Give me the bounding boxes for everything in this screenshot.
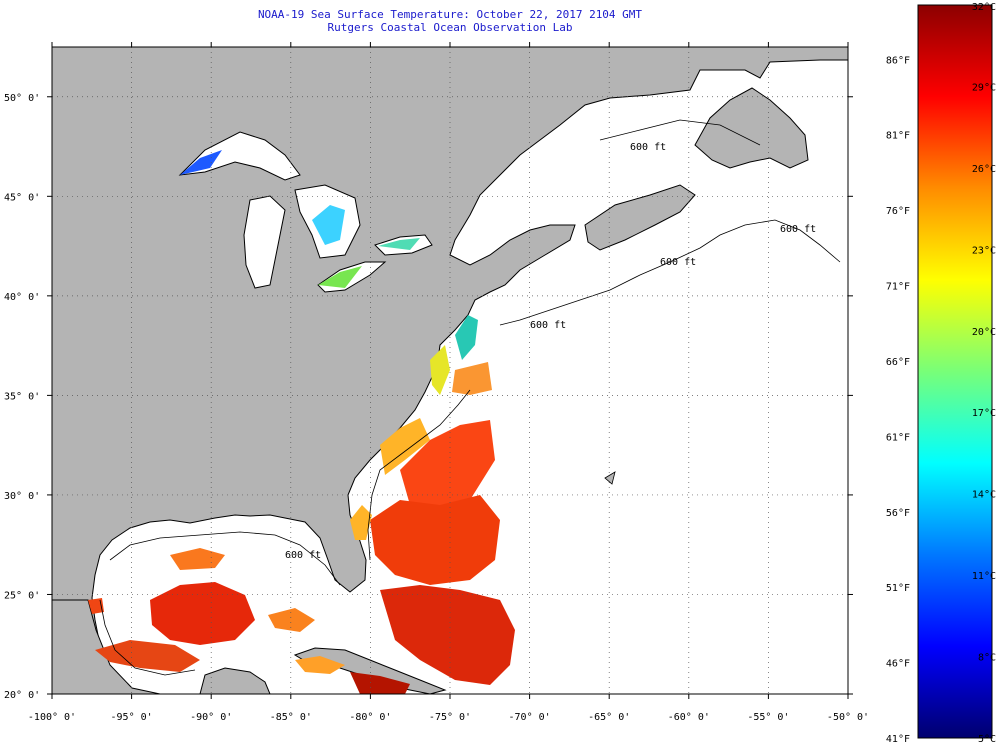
sst-gulf-south [95, 640, 200, 672]
colorbar-fahrenheit-label: 71°F [886, 282, 910, 293]
longitude-axis-labels: -100° 0' -95° 0' -90° 0' -85° 0' -80° 0' -75°… [28, 712, 869, 723]
sst-lake-erie [318, 266, 362, 288]
x-tick-label: -90° 0' [190, 712, 232, 723]
colorbar-celsius-label: 17°C [972, 408, 996, 419]
colorbar-celsius-labels: 32°C 29°C 26°C 23°C 20°C 17°C 14°C 11°C 8°C 5°C [972, 2, 996, 745]
colorbar-fahrenheit-label: 46°F [886, 659, 910, 670]
x-tick-label: -70° 0' [509, 712, 551, 723]
x-tick-label: -75° 0' [429, 712, 471, 723]
sst-bahamas [380, 585, 515, 685]
colorbar-celsius-label: 8°C [978, 653, 996, 664]
island-sable [604, 471, 616, 485]
colorbar-fahrenheit-label: 56°F [886, 508, 910, 519]
sst-gulf-north [170, 548, 225, 570]
contour-label: 600 ft [660, 257, 696, 268]
colorbar-celsius-label: 5°C [978, 734, 996, 745]
sst-caribbean-north [350, 672, 410, 694]
sst-chesapeake [430, 345, 450, 395]
colorbar-fahrenheit-label: 61°F [886, 432, 910, 443]
contour-600ft-gulf [109, 531, 341, 586]
y-tick-label: 50° 0' [4, 93, 40, 104]
map-area: 600 ft 600 ft 600 ft 600 ft 600 ft [52, 47, 848, 694]
depth-contours [99, 119, 841, 676]
sst-lake-superior-west [180, 150, 222, 175]
sst-lake-huron [312, 205, 345, 245]
x-tick-label: -65° 0' [588, 712, 630, 723]
contour-600ft-gulf-south [99, 599, 196, 676]
colorbar-fahrenheit-label: 76°F [886, 206, 910, 217]
sst-data-overlay [88, 150, 515, 694]
land-mexico [52, 599, 161, 694]
colorbar-celsius-label: 14°C [972, 490, 996, 501]
contour-600ft-labrador [599, 119, 761, 146]
y-tick-label: 35° 0' [4, 391, 40, 402]
colorbar-fahrenheit-labels: 86°F 81°F 76°F 71°F 66°F 61°F 56°F 51°F 46°F 41°F [886, 55, 910, 745]
colorbar-celsius-label: 23°C [972, 245, 996, 256]
latitude-axis-labels: 20° 0' 25° 0' 30° 0' 35° 0' 40° 0' 45° 0' 50° … [4, 93, 40, 701]
colorbar-celsius-label: 29°C [972, 82, 996, 93]
colorbar-fahrenheit-label: 41°F [886, 734, 910, 745]
land-yucatan [199, 667, 271, 694]
sst-yucatan-channel [295, 656, 345, 674]
contour-600ft-southeast [367, 389, 471, 561]
sst-gulf-stream-north [400, 420, 495, 510]
contour-label: 600 ft [780, 224, 816, 235]
y-tick-label: 45° 0' [4, 192, 40, 203]
contour-600ft-atlantic [499, 219, 841, 326]
sst-gulf-stream-central [370, 495, 500, 585]
x-tick-label: -50° 0' [827, 712, 869, 723]
title-line-2: Rutgers Coastal Ocean Observation Lab [327, 21, 573, 34]
x-tick-label: -80° 0' [349, 712, 391, 723]
sst-florida-west [268, 608, 315, 632]
colorbar-fahrenheit-label: 51°F [886, 583, 910, 594]
map-title: NOAA-19 Sea Surface Temperature: October… [0, 8, 900, 34]
x-tick-label: -55° 0' [747, 712, 789, 723]
y-tick-label: 25° 0' [4, 590, 40, 601]
sst-lake-ontario [378, 238, 420, 250]
colorbar-celsius-label: 32°C [972, 2, 996, 13]
contour-label: 600 ft [285, 550, 321, 561]
x-tick-label: -85° 0' [270, 712, 312, 723]
land-nova-scotia [584, 184, 696, 251]
sst-mid-atlantic-coast [455, 315, 478, 360]
sst-virginia-offshore [452, 362, 492, 395]
colorbar-celsius-label: 11°C [972, 571, 996, 582]
colorbar-celsius-label: 20°C [972, 327, 996, 338]
x-tick-label: -95° 0' [111, 712, 153, 723]
y-tick-label: 20° 0' [4, 690, 40, 701]
sst-gulf-central [150, 582, 255, 645]
y-tick-label: 30° 0' [4, 491, 40, 502]
contour-label: 600 ft [530, 320, 566, 331]
x-tick-label: -60° 0' [668, 712, 710, 723]
x-tick-label: -100° 0' [28, 712, 76, 723]
colorbar-celsius-label: 26°C [972, 164, 996, 175]
y-tick-label: 40° 0' [4, 292, 40, 303]
axis-ticks [47, 42, 853, 699]
colorbar-fahrenheit-label: 86°F [886, 55, 910, 66]
sst-georgia-coast [350, 505, 372, 540]
title-line-1: NOAA-19 Sea Surface Temperature: October… [257, 8, 643, 21]
colorbar-fahrenheit-label: 66°F [886, 357, 910, 368]
colorbar-fahrenheit-label: 81°F [886, 131, 910, 142]
colorbar [917, 4, 993, 739]
lake-michigan [243, 195, 286, 289]
contour-label: 600 ft [630, 142, 666, 153]
land-newfoundland [694, 87, 809, 169]
